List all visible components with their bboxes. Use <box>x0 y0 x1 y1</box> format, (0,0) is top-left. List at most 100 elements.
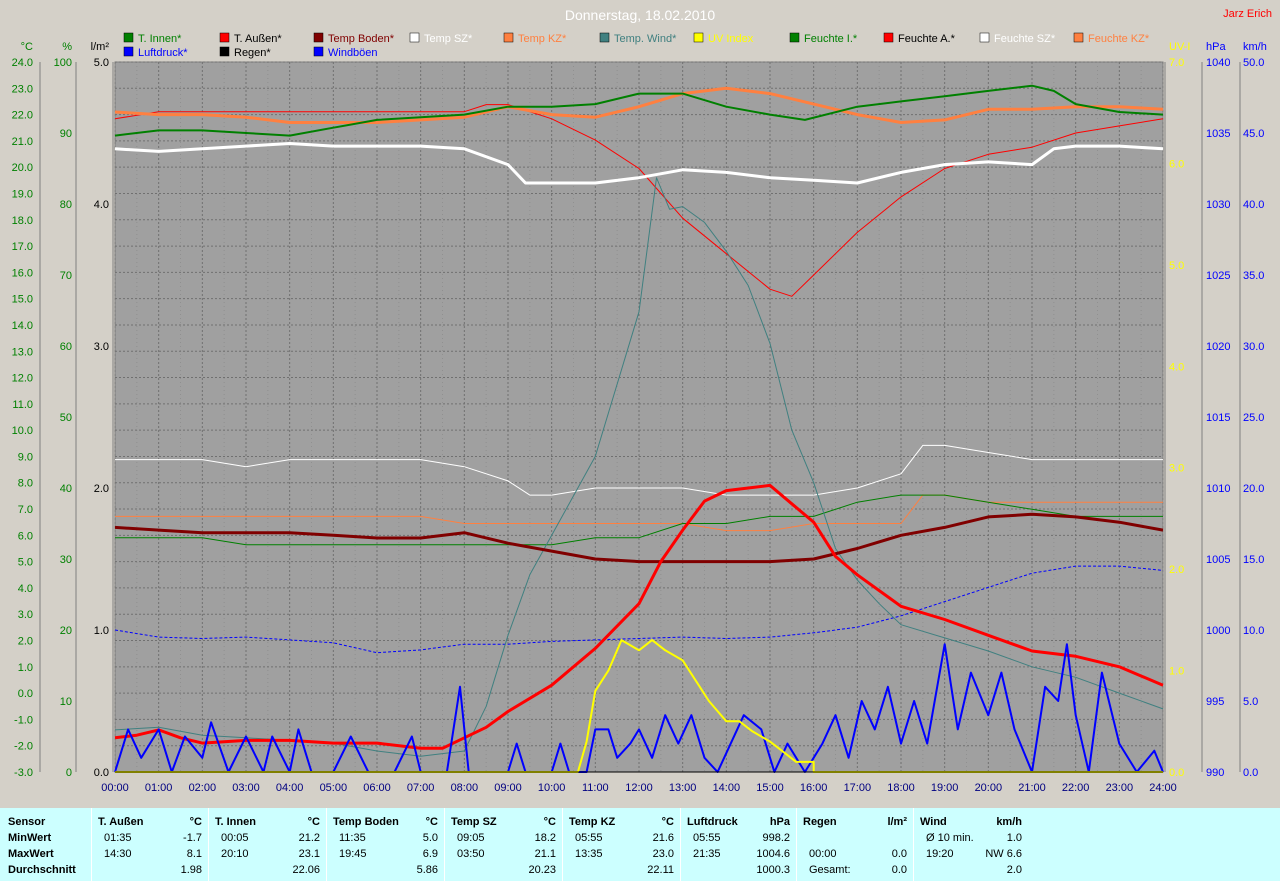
stats-min: 21.2 <box>298 832 320 844</box>
stats-min: 18.2 <box>534 832 556 844</box>
x-axis-tick: 24:00 <box>1149 782 1177 794</box>
legend-swatch-feuchte-i <box>789 32 800 43</box>
uv-axis-tick: 3.0 <box>1169 463 1184 475</box>
stats-min: 998.2 <box>762 832 790 844</box>
wind-axis-tick: 5.0 <box>1243 696 1258 708</box>
uv-axis-tick: 1.0 <box>1169 666 1184 678</box>
humidity-axis-tick: 70 <box>60 270 72 282</box>
legend-label-temp-sz: Temp SZ* <box>424 33 473 45</box>
rain-axis-tick: 2.0 <box>94 483 109 495</box>
stats-wind-max-time: 19:20 <box>926 848 954 860</box>
chart-title: Donnerstag, 18.02.2010 <box>565 7 715 23</box>
pressure-axis-tick: 1035 <box>1206 128 1230 140</box>
stats-avg: 1.98 <box>180 864 202 876</box>
pressure-axis-unit: hPa <box>1206 41 1226 53</box>
uv-axis-tick: 0.0 <box>1169 767 1184 779</box>
uv-axis-tick: 5.0 <box>1169 260 1184 272</box>
pressure-axis-tick: 1030 <box>1206 199 1230 211</box>
x-axis-tick: 11:00 <box>582 782 609 794</box>
legend-label-windb-en: Windböen <box>328 47 378 59</box>
wind-axis-tick: 0.0 <box>1243 767 1258 779</box>
x-axis-tick: 14:00 <box>713 782 741 794</box>
series-feuchte-kz <box>115 494 1163 532</box>
humidity-axis-tick: 0 <box>66 767 72 779</box>
legend-swatch-temp-boden <box>313 32 324 43</box>
legend: T. Innen* Luftdruck* T. Außen* Regen* Temp B… <box>123 32 1150 59</box>
legend-label-regen: Regen* <box>234 47 271 59</box>
plot-area <box>114 61 1164 773</box>
temp-axis-unit: °C <box>21 41 33 53</box>
legend-label-feuchte-i: Feuchte I.* <box>804 33 858 45</box>
stats-block-temp-boden: Temp Boden °C 11:35 5.0 19:45 6.9 5.86 <box>326 808 444 881</box>
temp-axis-tick: 22.0 <box>12 110 33 122</box>
temp-axis-tick: 4.0 <box>18 583 33 595</box>
stats-max-time: 14:30 <box>104 848 132 860</box>
stats-max: 21.1 <box>534 848 556 860</box>
wind-axis-tick: 35.0 <box>1243 270 1264 282</box>
x-axis-tick: 08:00 <box>451 782 479 794</box>
wind-axis-tick: 50.0 <box>1243 57 1264 69</box>
humidity-axis-tick: 30 <box>60 554 72 566</box>
humidity-axis-tick: 10 <box>60 696 72 708</box>
legend-swatch-temp-sz <box>409 32 420 43</box>
x-axis-tick: 10:00 <box>538 782 566 794</box>
stats-block-rain: Regen l/m² 00:00 0.0 Gesamt: 0.0 <box>796 808 913 881</box>
temp-axis-tick: 8.0 <box>18 478 33 490</box>
weather-chart: Donnerstag, 18.02.2010 Jarz Erich T. Inn… <box>11 7 1272 794</box>
temp-axis-tick: 16.0 <box>12 267 33 279</box>
legend-swatch-windb-en <box>313 46 324 57</box>
rain-axis-tick: 1.0 <box>94 625 109 637</box>
stats-min-time: 01:35 <box>104 832 132 844</box>
stats-sensor: Temp SZ <box>451 816 497 828</box>
x-axis-tick: 23:00 <box>1106 782 1134 794</box>
stats-sensor: Temp KZ <box>569 816 616 828</box>
legend-swatch-temp-wind <box>599 32 610 43</box>
x-axis-tick: 21:00 <box>1018 782 1046 794</box>
temp-axis-tick: 20.0 <box>12 162 33 174</box>
series-feuchte-a <box>114 104 1164 297</box>
rain-axis-tick: 0.0 <box>94 767 109 779</box>
stats-unit: °C <box>661 816 674 828</box>
stats-wind-min: 1.0 <box>1006 832 1022 844</box>
stats-rain-max: 0.0 <box>891 848 907 860</box>
stats-label-min: MinWert <box>8 832 52 844</box>
temp-axis-tick: 1.0 <box>18 662 33 674</box>
temp-axis-tick: 17.0 <box>12 241 33 253</box>
x-axis-tick: 22:00 <box>1062 782 1090 794</box>
series-t-innen <box>114 84 1164 137</box>
stats-max: 23.0 <box>652 848 674 860</box>
legend-label-temp-boden: Temp Boden* <box>328 33 395 45</box>
temp-axis-tick: 13.0 <box>12 346 33 358</box>
x-axis-tick: 05:00 <box>320 782 348 794</box>
temp-axis-tick: 6.0 <box>18 530 33 542</box>
legend-label-feuchte-kz: Feuchte KZ* <box>1088 33 1150 45</box>
stats-block-wind: Wind km/h Ø 10 min. 1.0 19:20 NW 6.6 2.0 <box>913 808 1028 881</box>
humidity-axis-tick: 100 <box>54 57 72 69</box>
stats-min: 21.6 <box>652 832 674 844</box>
pressure-axis-tick: 1010 <box>1206 483 1230 495</box>
series-windb-en <box>114 643 1164 773</box>
x-axis-tick: 03:00 <box>232 782 260 794</box>
temp-axis-tick: -1.0 <box>14 714 33 726</box>
stats-avg: 22.06 <box>292 864 320 876</box>
legend-label-t-au-en: T. Außen* <box>234 33 282 45</box>
stats-rain-unit: l/m² <box>887 816 907 828</box>
legend-swatch-t-au-en <box>219 32 230 43</box>
legend-swatch-regen <box>219 46 230 57</box>
legend-label-luftdruck: Luftdruck* <box>138 47 188 59</box>
temp-axis-tick: 24.0 <box>12 57 33 69</box>
stats-min: 5.0 <box>422 832 438 844</box>
stats-avg: 5.86 <box>416 864 438 876</box>
stats-rain-max-time: 00:00 <box>809 848 837 860</box>
stats-max: 1004.6 <box>756 848 790 860</box>
temp-axis-tick: 21.0 <box>12 136 33 148</box>
rain-axis-tick: 3.0 <box>94 341 109 353</box>
stats-max: 23.1 <box>298 848 320 860</box>
stats-sensor: Temp Boden <box>333 816 399 828</box>
x-axis-tick: 17:00 <box>844 782 872 794</box>
pressure-axis-tick: 1015 <box>1206 412 1230 424</box>
series-uv-index <box>115 639 1163 773</box>
wind-axis-tick: 10.0 <box>1243 625 1264 637</box>
temp-axis-tick: 14.0 <box>12 320 33 332</box>
rain-axis-tick: 5.0 <box>94 57 109 69</box>
